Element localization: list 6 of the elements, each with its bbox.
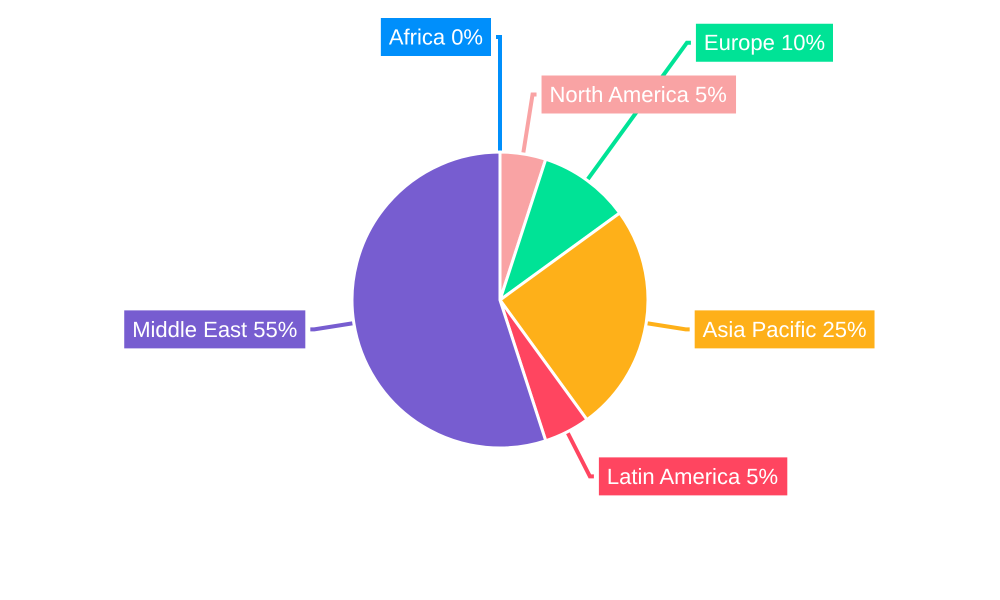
slice-label: Europe 10% [704, 30, 826, 56]
slice-label: Middle East 55% [132, 316, 298, 342]
slice-label: Asia Pacific 25% [702, 316, 867, 342]
category-label: Africa 0% [388, 24, 483, 50]
slice-label: Latin America 5% [606, 464, 778, 489]
slice-label: North America 5% [550, 82, 727, 108]
